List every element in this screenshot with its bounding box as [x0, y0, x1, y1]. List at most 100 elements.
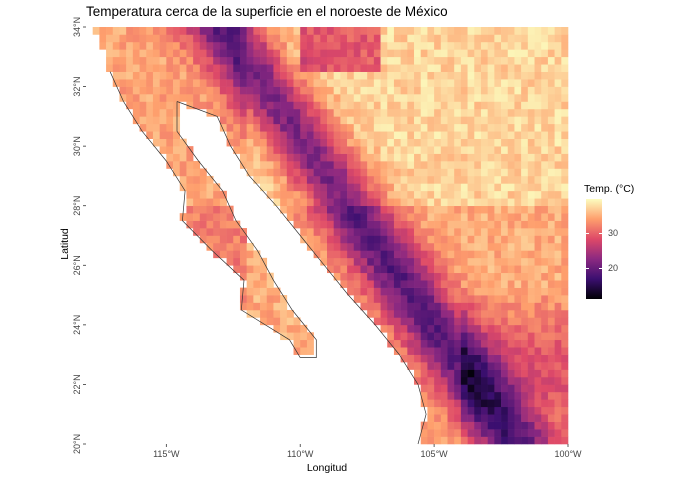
raster-cell	[387, 168, 395, 177]
raster-cell	[420, 168, 428, 177]
raster-cell	[561, 421, 569, 430]
raster-cell	[527, 339, 535, 348]
raster-cell	[440, 436, 448, 445]
raster-cell	[233, 86, 241, 95]
raster-cell	[434, 317, 442, 326]
raster-cell	[494, 354, 502, 363]
raster-cell	[440, 228, 448, 236]
raster-cell	[273, 287, 281, 296]
raster-cell	[260, 161, 268, 169]
raster-cell	[521, 436, 529, 445]
raster-cell	[387, 161, 395, 169]
raster-cell	[547, 34, 555, 43]
raster-cell	[534, 190, 542, 199]
raster-cell	[367, 56, 375, 65]
raster-cell	[420, 257, 428, 266]
raster-cell	[233, 220, 241, 229]
raster-cell	[521, 86, 529, 95]
raster-cell	[246, 108, 254, 117]
raster-cell	[494, 324, 502, 333]
raster-cell	[507, 94, 515, 102]
raster-cell	[280, 198, 288, 207]
raster-cell	[266, 272, 274, 281]
y-axis-ticks: 20°N22°N24°N26°N28°N30°N32°N34°N	[72, 17, 86, 454]
raster-cell	[380, 317, 388, 326]
raster-cell	[313, 168, 321, 177]
raster-cell	[306, 347, 314, 355]
raster-cell	[561, 354, 569, 363]
raster-cell	[534, 376, 542, 385]
raster-cell	[447, 272, 455, 281]
raster-cell	[112, 64, 120, 72]
raster-cell	[447, 116, 455, 125]
raster-cell	[387, 49, 395, 58]
raster-cell	[487, 94, 495, 102]
raster-cell	[554, 339, 562, 348]
raster-cell	[561, 332, 569, 341]
raster-cell	[420, 190, 428, 199]
raster-cell	[527, 146, 535, 154]
raster-cell	[340, 79, 348, 87]
raster-cell	[447, 228, 455, 236]
raster-cell	[126, 101, 134, 110]
raster-cell	[226, 79, 234, 87]
raster-cell	[534, 265, 542, 274]
raster-cell	[300, 153, 308, 162]
raster-cell	[447, 123, 455, 132]
raster-cell	[420, 27, 428, 35]
raster-cell	[266, 34, 274, 43]
raster-cell	[521, 384, 529, 393]
raster-cell	[420, 198, 428, 207]
raster-cell	[407, 41, 415, 50]
raster-cell	[199, 205, 207, 214]
raster-cell	[474, 198, 482, 207]
raster-cell	[521, 131, 529, 139]
raster-cell	[300, 27, 308, 35]
raster-cell	[494, 64, 502, 72]
raster-cell	[554, 228, 562, 236]
raster-cell	[427, 265, 435, 274]
raster-cell	[166, 34, 174, 43]
raster-cell	[239, 228, 247, 236]
raster-cell	[494, 116, 502, 125]
raster-cell	[206, 101, 214, 110]
raster-cell	[219, 228, 227, 236]
raster-cell	[414, 376, 422, 385]
raster-cell	[380, 175, 388, 184]
raster-cell	[561, 27, 569, 35]
raster-cell	[340, 71, 348, 80]
raster-cell	[400, 64, 408, 72]
raster-cell	[447, 205, 455, 214]
raster-cell	[333, 257, 341, 266]
raster-cell	[480, 220, 488, 229]
raster-cell	[233, 235, 241, 244]
raster-cell	[454, 429, 462, 437]
raster-cell	[514, 49, 522, 58]
raster-cell	[427, 108, 435, 117]
raster-cell	[173, 146, 181, 154]
raster-cell	[480, 347, 488, 355]
raster-cell	[206, 34, 214, 43]
raster-cell	[233, 71, 241, 80]
raster-cell	[447, 71, 455, 80]
raster-cell	[260, 101, 268, 110]
raster-cell	[494, 399, 502, 408]
raster-cell	[340, 250, 348, 259]
raster-cell	[454, 421, 462, 430]
raster-cell	[407, 302, 415, 311]
raster-cell	[547, 414, 555, 422]
raster-cell	[420, 56, 428, 65]
raster-cell	[213, 34, 221, 43]
raster-cell	[541, 94, 549, 102]
raster-cell	[273, 108, 281, 117]
raster-cell	[320, 175, 328, 184]
raster-cell	[186, 213, 194, 221]
raster-cell	[333, 265, 341, 274]
raster-cell	[440, 309, 448, 318]
raster-cell	[393, 153, 401, 162]
raster-cell	[474, 220, 482, 229]
raster-cell	[400, 175, 408, 184]
raster-cell	[460, 131, 468, 139]
raster-cell	[447, 56, 455, 65]
raster-cell	[534, 332, 542, 341]
